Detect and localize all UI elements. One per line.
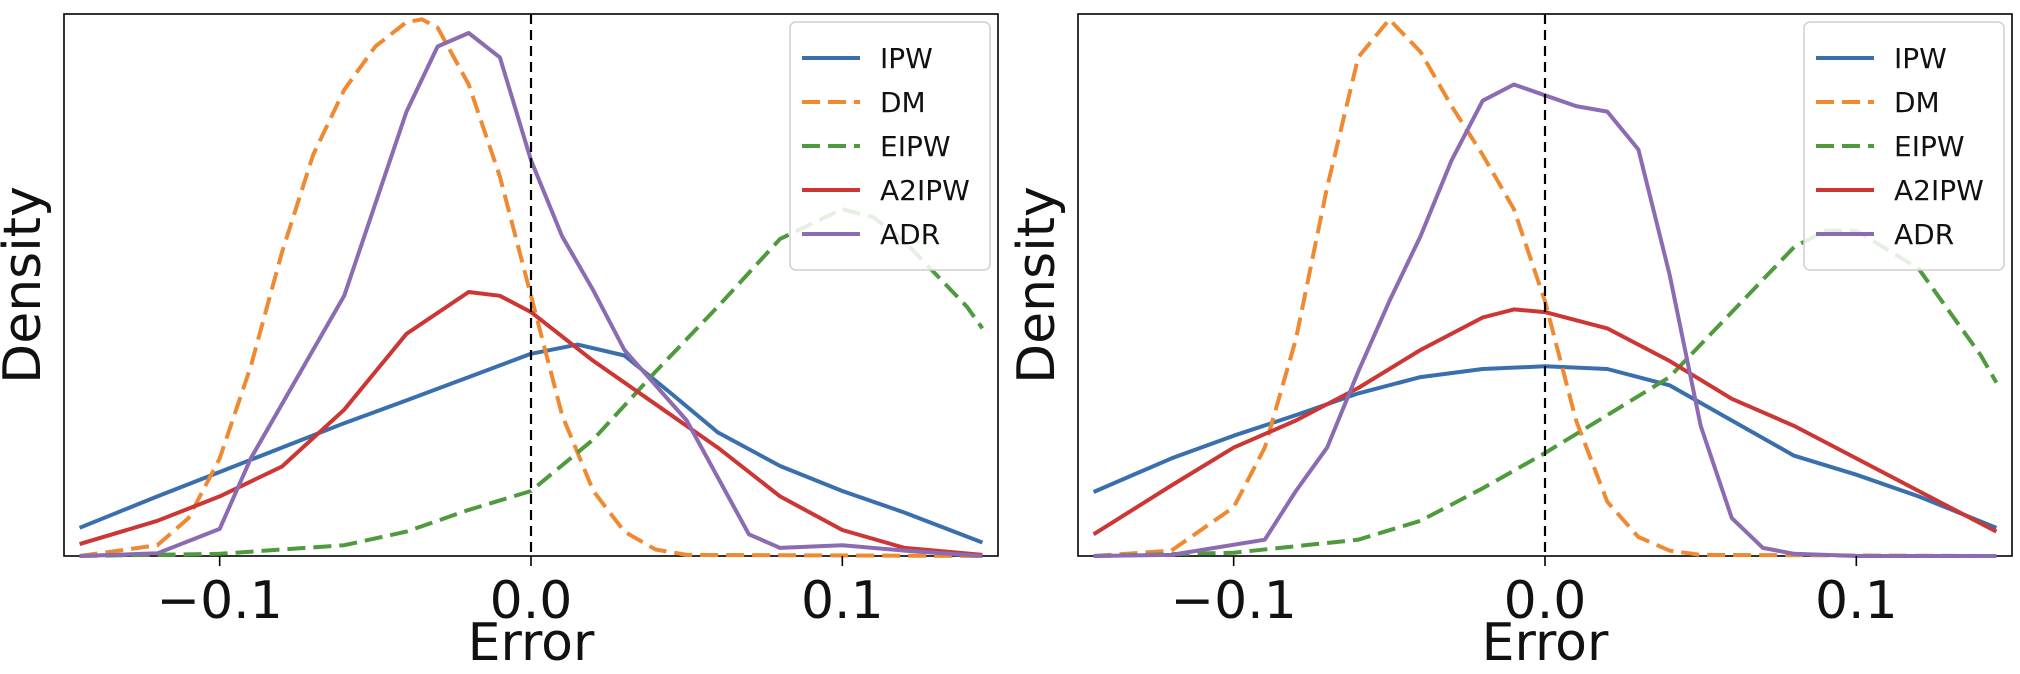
series-line-a2ipw: [1092, 307, 1998, 536]
legend-label-adr: ADR: [1894, 218, 1954, 251]
series-line-dm: [1093, 17, 1997, 558]
legend: IPW DM EIPW A2IPW ADR: [789, 21, 991, 271]
x-tick-label: 0.1: [801, 571, 884, 631]
legend-label-eipw: EIPW: [880, 130, 951, 163]
legend-box: [789, 21, 991, 271]
x-axis-label: Error: [468, 613, 595, 673]
legend-label-eipw: EIPW: [1894, 130, 1965, 163]
legend-label-a2ipw: A2IPW: [1894, 174, 1984, 207]
legend-label-adr: ADR: [880, 218, 940, 251]
x-tick-label: 0.0: [1504, 571, 1587, 631]
x-tick-label: −0.1: [1171, 571, 1297, 631]
legend-label-a2ipw: A2IPW: [880, 174, 970, 207]
series-line-dm: [79, 17, 983, 558]
y-axis-label: Density: [1007, 186, 1067, 384]
x-axis-label: Error: [1482, 613, 1609, 673]
legend-label-dm: DM: [1894, 86, 1940, 119]
legend: IPW DM EIPW A2IPW ADR: [1803, 21, 2005, 271]
series-line-a2ipw: [79, 290, 983, 557]
chart-panel-1: −0.1 0.0 0.1 Error Density IPW DM EIPW A2IPW ADR: [0, 13, 999, 673]
legend-label-ipw: IPW: [1894, 42, 1947, 75]
legend-box: [1803, 21, 2005, 271]
x-tick-label: −0.1: [157, 571, 283, 631]
y-axis-label: Density: [0, 186, 53, 384]
chart-panel-2: −0.1 0.0 0.1 Error Density IPW DM EIPW A2IPW ADR: [1007, 13, 2013, 673]
legend-label-dm: DM: [880, 86, 926, 119]
legend-label-ipw: IPW: [880, 42, 933, 75]
x-tick-label: 0.0: [490, 571, 573, 631]
x-tick-label: 0.1: [1815, 571, 1898, 631]
series-line-adr: [79, 31, 983, 558]
